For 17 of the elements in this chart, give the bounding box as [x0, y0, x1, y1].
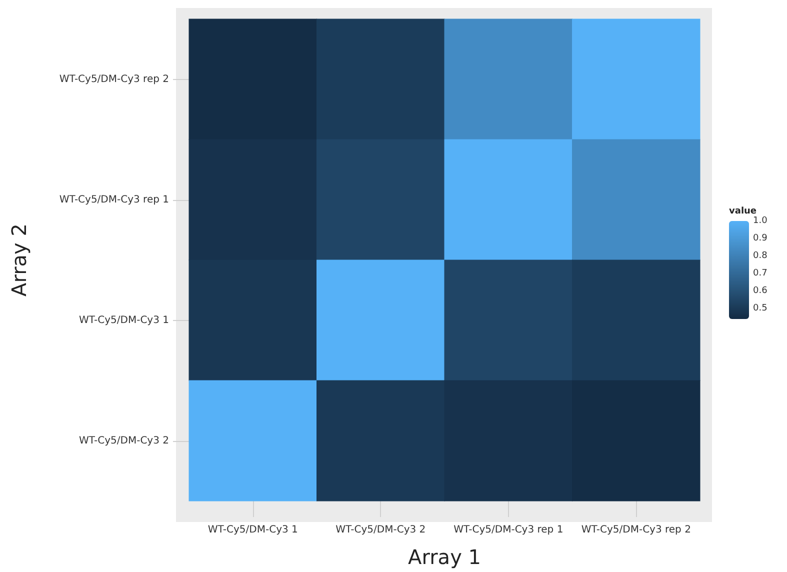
- x-tick-label: WT-Cy5/DM-Cy3 1: [208, 524, 298, 536]
- y-axis-title: Array 2: [7, 224, 31, 296]
- color-bar-label: 1.0: [753, 216, 768, 226]
- y-tick-label: WT-Cy5/DM-Cy3 2: [78, 435, 169, 446]
- color-bar-label: 0.8: [753, 251, 768, 261]
- y-tick-label: WT-Cy5/DM-Cy3 rep 2: [59, 74, 169, 85]
- y-tick-label: WT-Cy5/DM-Cy3 1: [78, 314, 169, 326]
- x-axis-title: Array 1: [408, 545, 481, 569]
- y-tick-label: WT-Cy5/DM-Cy3 rep 1: [59, 194, 169, 206]
- x-tick-label: WT-Cy5/DM-Cy3 rep 1: [454, 524, 564, 536]
- x-tick-label: WT-Cy5/DM-Cy3 2: [336, 524, 426, 536]
- x-tick-label: WT-Cy5/DM-Cy3 rep 2: [581, 524, 691, 536]
- color-bar-label: 0.9: [753, 234, 768, 244]
- color-bar-label: 0.5: [753, 304, 768, 314]
- color-bar-label: 0.7: [753, 268, 768, 278]
- color-bar-title: value: [729, 206, 757, 216]
- color-bar-label: 0.6: [753, 286, 768, 296]
